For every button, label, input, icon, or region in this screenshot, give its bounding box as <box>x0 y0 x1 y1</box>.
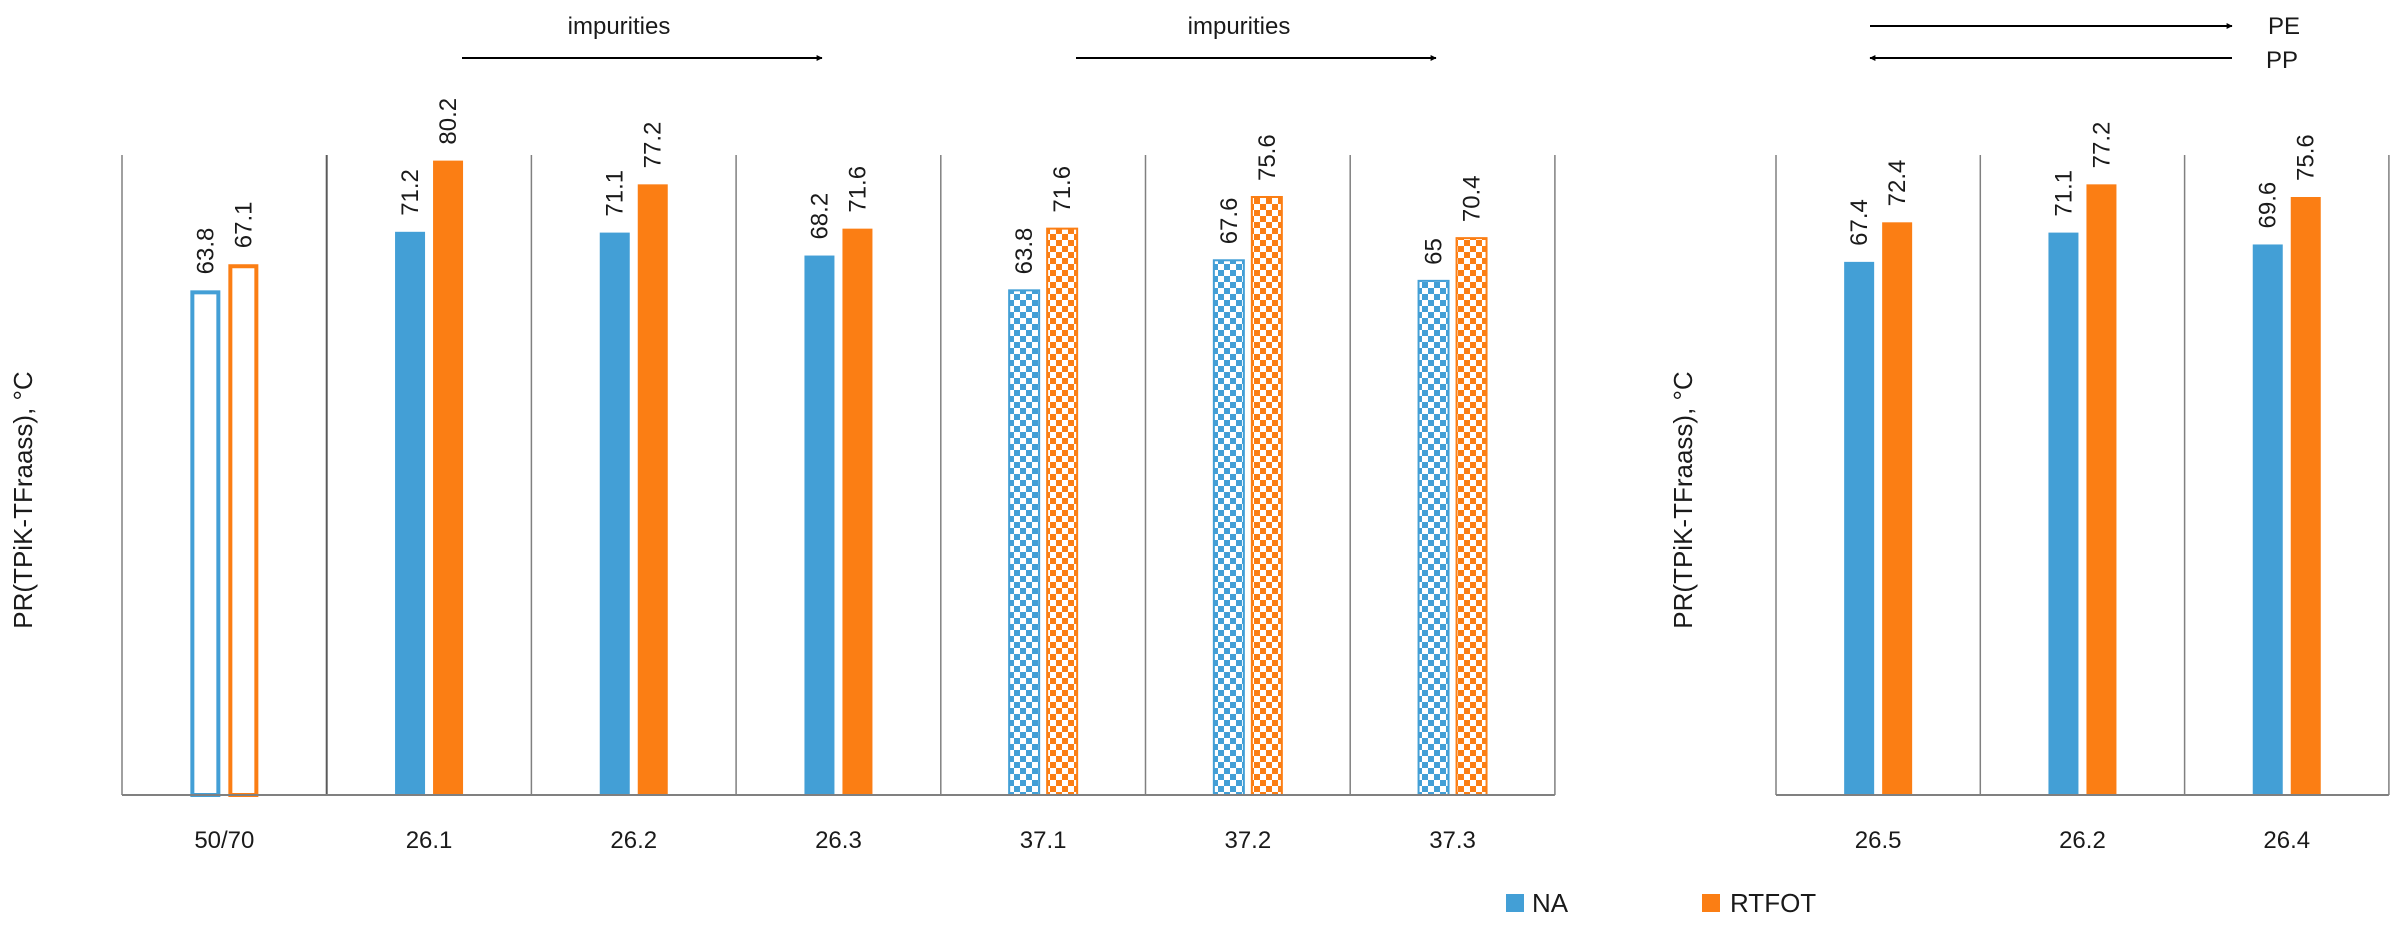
bar-na <box>1417 279 1450 797</box>
impurities-label-2: impurities <box>1188 13 1291 40</box>
bar-rtfot <box>2086 184 2117 795</box>
impurities-label-1: impurities <box>568 13 671 40</box>
right-bar-chart: PR(TPiK-TFraass), °C 67.4 72.4 71.1 77.2 69.… <box>1668 13 2390 854</box>
right-category-dividers <box>1775 155 2390 795</box>
pe-annotation: PE <box>1870 13 2300 40</box>
right-y-axis-label: PR(TPiK-TFraass), °C <box>1668 371 1698 628</box>
bar-na <box>1844 261 1875 796</box>
data-label-na: 67.4 <box>1846 199 1873 246</box>
bar-rtfot <box>842 228 873 796</box>
x-tick-label: 26.3 <box>815 827 862 854</box>
data-label-na: 63.8 <box>192 228 219 275</box>
left-data-labels: 63.8 67.1 71.2 80.2 71.1 77.2 68.2 71.6 63.8 71.6… <box>192 98 1485 274</box>
x-tick-label: 26.4 <box>2263 827 2310 854</box>
x-tick-label: 26.2 <box>610 827 657 854</box>
bar-rtfot <box>433 160 464 796</box>
bar-rtfot <box>637 184 668 795</box>
data-label-na: 68.2 <box>806 193 833 240</box>
right-bars <box>1844 184 2321 796</box>
x-tick-label: 37.1 <box>1020 827 1067 854</box>
data-label-rtfot: 71.6 <box>844 166 871 213</box>
data-label-rtfot: 72.4 <box>1884 160 1911 207</box>
data-label-na: 71.1 <box>2050 170 2077 217</box>
bar-rtfot <box>1882 222 1913 796</box>
data-label-rtfot: 70.4 <box>1459 175 1486 222</box>
bar-na <box>190 290 221 797</box>
right-x-tick-labels: 26.5 26.2 26.4 <box>1855 827 2310 854</box>
data-label-rtfot: 71.6 <box>1049 166 1076 213</box>
bar-rtfot <box>1250 196 1283 796</box>
legend-label-rtfot: RTFOT <box>1730 888 1816 918</box>
right-data-labels: 67.4 72.4 71.1 77.2 69.6 75.6 <box>1846 122 2320 246</box>
bar-na <box>1212 259 1245 796</box>
left-x-tick-labels: 50/70 26.1 26.2 26.3 37.1 37.2 37.3 <box>194 827 1476 854</box>
bar-na <box>599 232 630 795</box>
legend-swatch-na <box>1506 894 1524 912</box>
left-category-dividers <box>121 155 1556 795</box>
data-label-na: 71.2 <box>397 169 424 216</box>
legend-swatch-rtfot <box>1702 894 1720 912</box>
data-label-rtfot: 77.2 <box>640 122 667 169</box>
data-label-rtfot: 75.6 <box>1254 134 1281 181</box>
bar-rtfot <box>2290 197 2321 795</box>
data-label-na: 63.8 <box>1011 228 1038 275</box>
data-label-na: 69.6 <box>2255 182 2282 229</box>
bar-rtfot <box>1455 237 1488 797</box>
bar-na <box>2252 244 2283 796</box>
left-bars <box>190 160 1488 797</box>
x-tick-label: 26.5 <box>1855 827 1902 854</box>
data-label-rtfot: 75.6 <box>2293 134 2320 181</box>
data-label-na: 71.1 <box>602 170 629 217</box>
bar-rtfot <box>1046 227 1079 797</box>
data-label-rtfot: 67.1 <box>230 202 257 249</box>
legend-label-na: NA <box>1532 888 1569 918</box>
x-tick-label: 26.2 <box>2059 827 2106 854</box>
x-tick-label: 37.3 <box>1429 827 1476 854</box>
impurities-annotation-1: impurities <box>462 13 823 61</box>
pp-label: PP <box>2266 47 2298 74</box>
bar-na <box>1008 289 1041 796</box>
x-tick-label: 50/70 <box>194 827 254 854</box>
left-bar-chart: PR(TPiK-TFraass), °C 63.8 67.1 71.2 80.2 71.… <box>8 13 1556 854</box>
pp-annotation: PP <box>1869 47 2298 74</box>
left-y-axis-label: PR(TPiK-TFraass), °C <box>8 371 38 628</box>
x-tick-label: 37.2 <box>1224 827 1271 854</box>
data-label-na: 65 <box>1421 238 1448 265</box>
impurities-annotation-2: impurities <box>1076 13 1437 61</box>
pe-label: PE <box>2268 13 2300 40</box>
data-label-na: 67.6 <box>1216 198 1243 245</box>
bar-rtfot <box>228 264 259 797</box>
bar-na <box>2048 232 2079 795</box>
bar-na <box>804 255 835 796</box>
data-label-rtfot: 77.2 <box>2088 122 2115 169</box>
data-label-rtfot: 80.2 <box>435 98 462 145</box>
x-tick-label: 26.1 <box>406 827 453 854</box>
bar-na <box>395 231 426 796</box>
legend: NA RTFOT <box>1506 888 1816 918</box>
